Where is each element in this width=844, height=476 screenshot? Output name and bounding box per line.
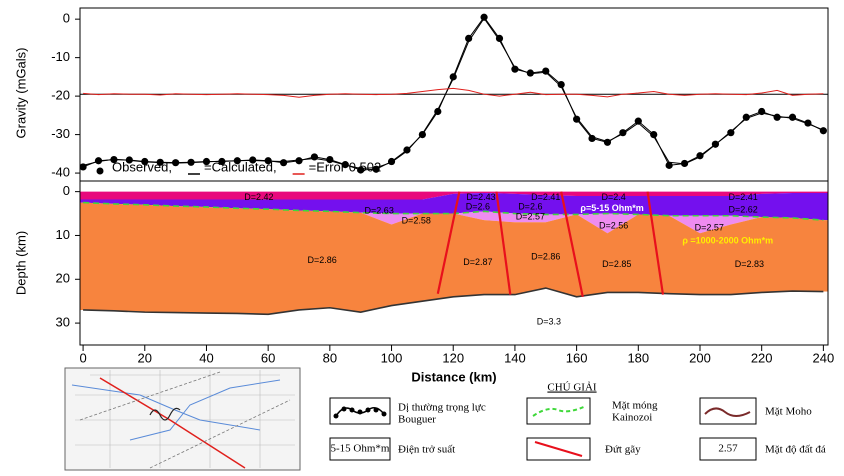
annotation: D=2.86 <box>307 255 336 265</box>
legend-item-label: Kainozoi <box>612 412 652 424</box>
y-tick-label: 10 <box>56 227 70 242</box>
x-tick-label: 200 <box>689 350 711 365</box>
y-tick-label: -40 <box>51 165 70 180</box>
data-point <box>388 158 395 165</box>
x-tick-label: 240 <box>813 350 835 365</box>
annotation: D=2.58 <box>402 215 431 225</box>
x-tick-label: 120 <box>442 350 464 365</box>
y-tick-label: 0 <box>63 11 70 26</box>
data-point <box>295 157 302 164</box>
y-tick-label: -10 <box>51 49 70 64</box>
legend-title: CHÚ GIẢI <box>547 382 597 394</box>
series-line <box>83 88 823 97</box>
data-point <box>588 135 595 142</box>
legend-item-label: Điện trở suất <box>398 444 455 456</box>
annotation: D=2.63 <box>365 205 394 215</box>
legend-item-label: Mặt Moho <box>765 406 812 418</box>
x-tick-label: 0 <box>79 350 86 365</box>
y-tick-label: -30 <box>51 126 70 141</box>
data-point <box>774 114 781 121</box>
annotation: D=2.83 <box>735 259 764 269</box>
x-tick-label: 220 <box>751 350 773 365</box>
annotation: D=2.6 <box>518 201 542 211</box>
annotation: D=2.85 <box>602 259 631 269</box>
legend-label: =Error 0.502 <box>309 159 382 174</box>
legend-marker <box>97 168 104 175</box>
annotation: D=3.3 <box>537 317 561 327</box>
x-tick-label: 40 <box>199 350 213 365</box>
x-tick-label: 100 <box>381 350 403 365</box>
legend-item-label: Bouguer <box>398 414 436 426</box>
y-axis-label: Depth (km) <box>13 231 28 295</box>
map-inset <box>65 368 300 470</box>
figure: D=2.42D=2.63D=2.58D=2.43D=2.6D=2.41D=2.6… <box>0 0 844 476</box>
legend-swatch-text: 2.57 <box>718 443 738 455</box>
legend-label: =Calculated, <box>204 159 277 174</box>
legend-item-label: Dị thường trọng lực <box>398 402 486 414</box>
data-point <box>280 159 287 166</box>
data-point <box>542 68 549 75</box>
legend-swatch-text: 5-15 Ohm*m <box>331 443 390 455</box>
annotation: ρ=5-15 Ohm*m <box>580 203 643 213</box>
x-tick-label: 180 <box>627 350 649 365</box>
annotation: D=2.87 <box>463 257 492 267</box>
annotation: D=2.86 <box>531 252 560 262</box>
data-point <box>727 129 734 136</box>
annotation: D=2.57 <box>516 211 545 221</box>
annotation: D=2.6 <box>466 201 490 211</box>
annotation: D=2.4 <box>601 192 625 202</box>
x-tick-label: 80 <box>323 350 337 365</box>
legend-box: CHÚ GIẢI <box>330 382 756 460</box>
data-point <box>820 127 827 134</box>
legend-item-label: Mặt móng <box>612 400 658 412</box>
data-point <box>480 14 487 21</box>
annotation: D=2.41 <box>729 192 758 202</box>
y-tick-label: 20 <box>56 271 70 286</box>
annotation: D=2.56 <box>599 221 628 231</box>
x-axis-label: Distance (km) <box>411 369 496 384</box>
annotation: D=2.42 <box>244 192 273 202</box>
annotation: ρ =1000-2000 Ohm*m <box>682 236 773 246</box>
x-tick-label: 20 <box>138 350 152 365</box>
x-tick-label: 140 <box>504 350 526 365</box>
y-axis-label: Gravity (mGals) <box>13 48 28 139</box>
y-tick-label: 30 <box>56 315 70 330</box>
legend-label: Observed, <box>112 159 172 174</box>
x-tick-label: 60 <box>261 350 275 365</box>
y-tick-label: -20 <box>51 88 70 103</box>
y-tick-label: 0 <box>63 183 70 198</box>
annotation: D=2.57 <box>695 222 724 232</box>
legend-item-label: Mặt độ đất đá <box>765 444 826 456</box>
annotation: D=2.62 <box>729 204 758 214</box>
x-tick-label: 160 <box>566 350 588 365</box>
legend-item-label: Đứt gãy <box>605 444 641 456</box>
